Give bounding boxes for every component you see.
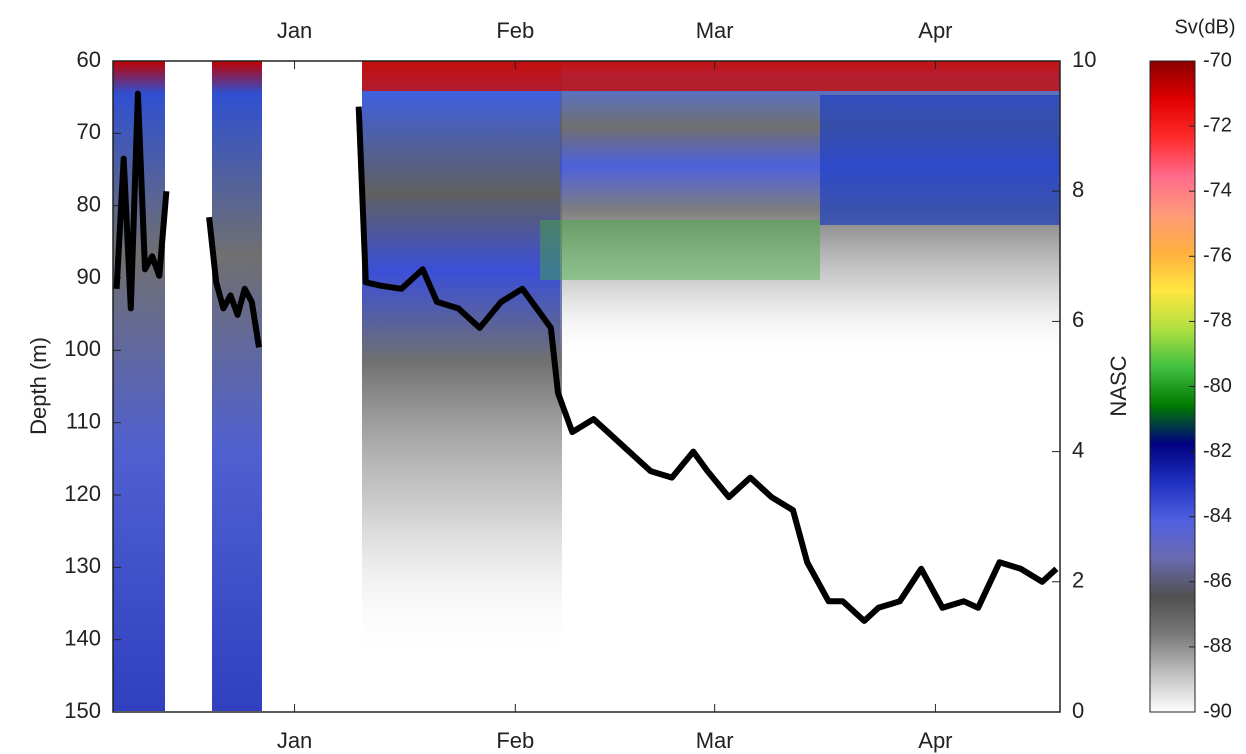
echogram-layer	[820, 95, 1060, 225]
echogram-surface	[362, 61, 1060, 91]
y2-tick-label: 6	[1072, 307, 1084, 332]
x-tick-label: Apr	[918, 18, 952, 43]
x-tick-label: Apr	[918, 728, 952, 753]
y-tick-label: 70	[77, 119, 101, 144]
echogram-layer	[540, 220, 820, 280]
y2-tick-label: 8	[1072, 177, 1084, 202]
y-axis-label: Depth (m)	[26, 337, 51, 435]
y2-tick-label: 2	[1072, 568, 1084, 593]
y-tick-label: 60	[77, 47, 101, 72]
y2-tick-label: 0	[1072, 698, 1084, 723]
echogram	[113, 61, 1060, 711]
colorbar-tick-label: -82	[1203, 440, 1232, 462]
colorbar-tick-label: -70	[1203, 49, 1232, 71]
colorbar-tick-label: -86	[1203, 570, 1232, 592]
y-tick-label: 90	[77, 264, 101, 289]
x-tick-label: Mar	[696, 728, 734, 753]
colorbar-tick-label: -74	[1203, 179, 1232, 201]
echogram-block	[362, 61, 562, 661]
y-tick-label: 120	[64, 481, 101, 506]
x-tick-label: Mar	[696, 18, 734, 43]
x-tick-label: Jan	[277, 728, 312, 753]
y-tick-label: 150	[64, 698, 101, 723]
colorbar-tick-label: -88	[1203, 635, 1232, 657]
y-tick-label: 100	[64, 336, 101, 361]
nasc-line	[113, 90, 1059, 624]
y-tick-label: 130	[64, 553, 101, 578]
colorbar-tick-label: -80	[1203, 375, 1232, 397]
y-tick-label: 80	[77, 191, 101, 216]
colorbar-tick-label: -72	[1203, 114, 1232, 136]
x-tick-label: Feb	[496, 18, 534, 43]
y2-axis-label: NASC	[1106, 355, 1131, 416]
colorbar-tick-label: -78	[1203, 310, 1232, 332]
y-tick-label: 110	[66, 408, 101, 433]
colorbar-tick-label: -90	[1203, 700, 1232, 722]
echogram-block	[212, 61, 262, 711]
y2-tick-label: 4	[1072, 437, 1084, 462]
colorbar-tick-label: -76	[1203, 245, 1232, 267]
x-tick-label: Jan	[277, 18, 312, 43]
plot-frame	[112, 60, 1061, 713]
colorbar-tick-label: -84	[1203, 505, 1232, 527]
y-tick-label: 140	[64, 625, 101, 650]
colorbar-scale	[1149, 60, 1196, 713]
y2-tick-label: 10	[1072, 47, 1096, 72]
colorbar: Sv(dB) -70 -72 -74 -76 -78 -80 -82 -84 -86 -88 -90	[1149, 16, 1236, 722]
colorbar-title: Sv(dB)	[1174, 16, 1235, 38]
x-tick-label: Feb	[496, 728, 534, 753]
